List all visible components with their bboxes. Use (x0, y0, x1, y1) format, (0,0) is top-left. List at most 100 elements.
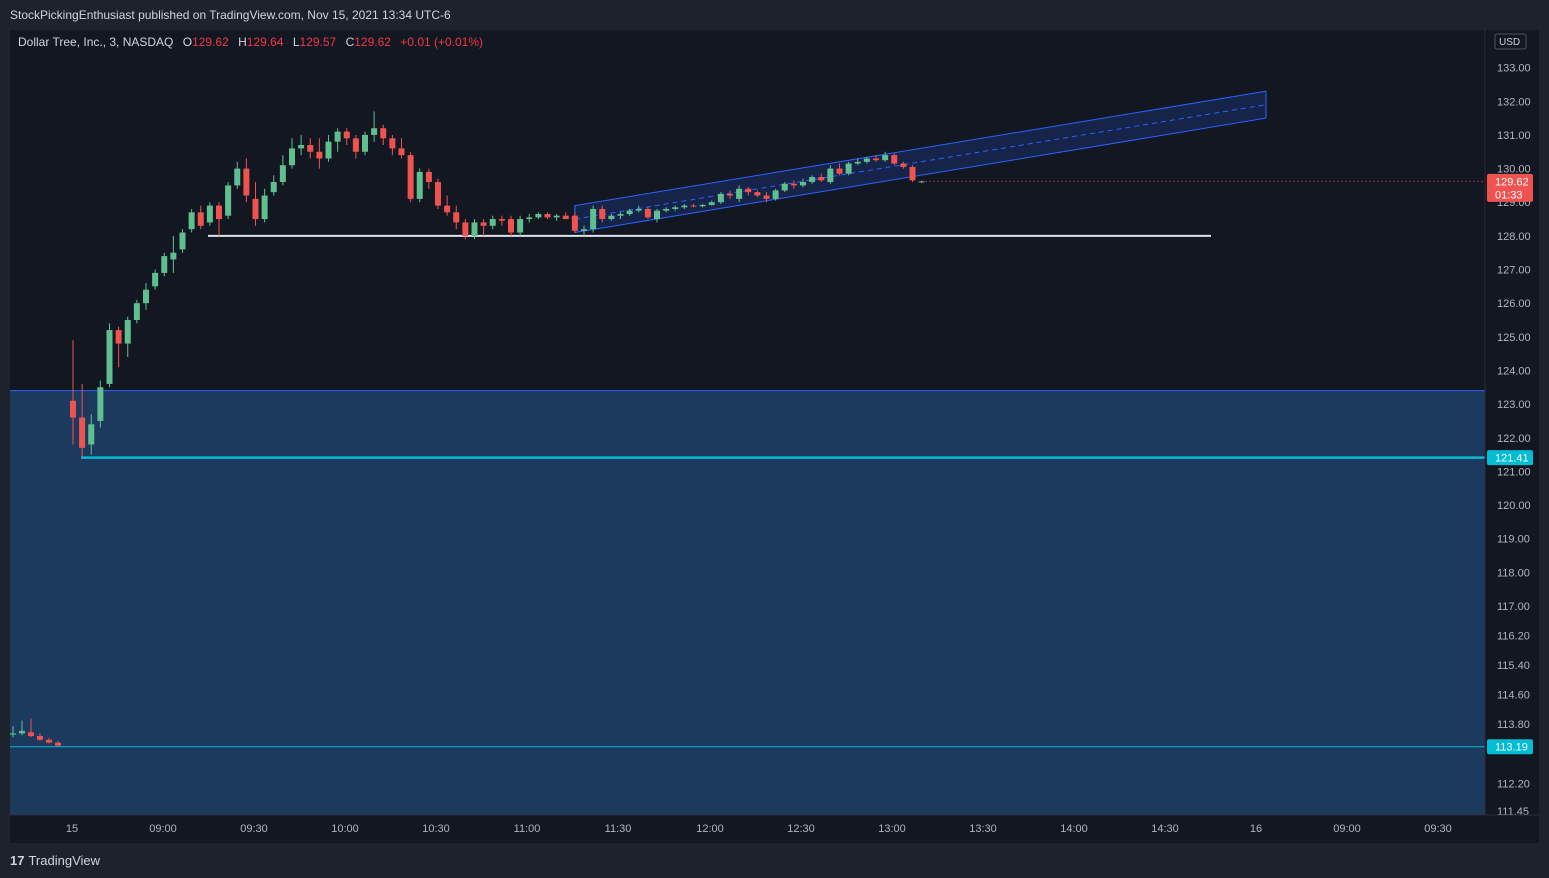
candle-body (325, 141, 332, 159)
candle-body (225, 185, 232, 216)
candle-body (873, 158, 879, 161)
channel-midline (574, 104, 1267, 220)
x-tick-label: 12:00 (696, 823, 724, 835)
candle-body (754, 192, 761, 196)
y-tick-label: 115.40 (1497, 660, 1530, 672)
candle-body (133, 303, 140, 320)
candle-body (608, 215, 615, 220)
x-tick-label: 13:00 (878, 823, 906, 835)
candle-body (97, 387, 104, 421)
low-label: L (292, 35, 300, 49)
candle-body (352, 138, 359, 152)
candle-body (471, 222, 478, 236)
candle-body (690, 205, 697, 207)
prev-candle-body (28, 732, 34, 737)
candle-body (635, 208, 642, 211)
candle-body (115, 330, 122, 344)
candle-body (152, 272, 159, 287)
candle-body (736, 188, 743, 199)
candle-body (243, 168, 250, 196)
chart-panel[interactable]: 133.00 132.00 131.00 130.00 129.00 128.00 127.… (10, 30, 1539, 843)
candle-body (644, 208, 651, 218)
last-price-tag-bg (1487, 173, 1533, 202)
candle-body (699, 204, 706, 207)
y-tick-label: 118.00 (1497, 567, 1530, 579)
y-tick-label: 128.00 (1497, 231, 1531, 243)
candle-body (590, 208, 597, 230)
x-tick-label: 14:00 (1060, 823, 1088, 835)
y-tick-label: 119.00 (1497, 534, 1530, 546)
y-tick-label: 125.00 (1497, 332, 1531, 344)
candle-body (435, 182, 441, 206)
candle-body (316, 151, 323, 159)
candle-body (526, 217, 533, 220)
candle-body (462, 222, 469, 236)
candle-body (517, 219, 524, 233)
candle-body (188, 212, 195, 230)
candle-body (161, 256, 168, 273)
close-label: C (345, 35, 355, 49)
y-tick-label: 121.00 (1497, 466, 1531, 478)
y-tick-label: 122.00 (1497, 433, 1531, 445)
candle-body (909, 166, 916, 181)
candle-body (772, 190, 779, 199)
last-price-tag-label: 01:33 (1495, 189, 1523, 201)
candle-body (343, 131, 350, 139)
brand-name: TradingView (28, 853, 101, 868)
candle-body (745, 188, 752, 193)
prev-candle-body (10, 733, 16, 735)
candle-body (818, 177, 825, 181)
tradingview-logo[interactable]: 17 TradingView (10, 853, 100, 868)
y-tick-label: 123.00 (1497, 399, 1531, 411)
price-axis (1485, 30, 1539, 843)
candle-body (380, 128, 387, 139)
candle-body (279, 165, 286, 183)
candle-body (298, 145, 305, 149)
candle-body (571, 215, 578, 231)
low-value: 129.57 (299, 35, 337, 49)
y-tick-label: 113.80 (1497, 719, 1530, 731)
candle-body (763, 195, 770, 199)
candle-body (882, 155, 889, 161)
x-tick-label: 16 (1250, 823, 1262, 835)
demand-zone (10, 390, 1485, 815)
high-label: H (238, 35, 247, 49)
candle-body (79, 417, 86, 448)
x-tick-label: 11:30 (605, 823, 632, 835)
x-tick-label: 13:30 (969, 823, 997, 835)
candle-body (717, 193, 724, 203)
prev-candle-body (55, 742, 61, 746)
time-axis (10, 815, 1539, 843)
candle-body (216, 205, 222, 220)
candlestick-chart[interactable]: 133.00132.00131.00130.00129.00128.00127.… (10, 30, 1539, 843)
prev-candle-body (46, 739, 52, 743)
candle-body (827, 168, 834, 183)
candle-body (498, 219, 505, 221)
x-tick-label: 14:30 (1151, 823, 1179, 835)
candle-body (535, 214, 542, 218)
lower-level-tag-bg (1487, 739, 1533, 755)
candle-body (672, 207, 679, 209)
x-tick-label: 09:30 (240, 823, 268, 835)
candle-body (252, 198, 259, 220)
candle-body (362, 134, 368, 152)
x-tick-label: 10:30 (422, 823, 450, 835)
y-tick-label: 132.00 (1497, 96, 1531, 108)
candle-body (106, 330, 113, 384)
candle-body (206, 205, 213, 223)
y-tick-label: 120.00 (1497, 500, 1531, 512)
published-text: StockPickingEnthusiast published on Trad… (10, 8, 451, 22)
candle-body (489, 219, 496, 226)
candle-body (900, 163, 907, 167)
candle-body (626, 210, 633, 215)
symbol-legend: Dollar Tree, Inc., 3, NASDAQ O129.62 H12… (18, 35, 483, 49)
candle-body (663, 208, 670, 211)
candle-body (88, 424, 95, 445)
candle-body (307, 145, 314, 152)
y-tick-label: 114.60 (1497, 690, 1530, 702)
cyan-level-tag-label: 121.41 (1495, 453, 1529, 465)
y-tick-label: 124.00 (1497, 365, 1531, 377)
x-tick-label: 09:00 (1333, 823, 1361, 835)
y-tick-label: 133.00 (1497, 63, 1531, 75)
candle-body (708, 202, 715, 205)
